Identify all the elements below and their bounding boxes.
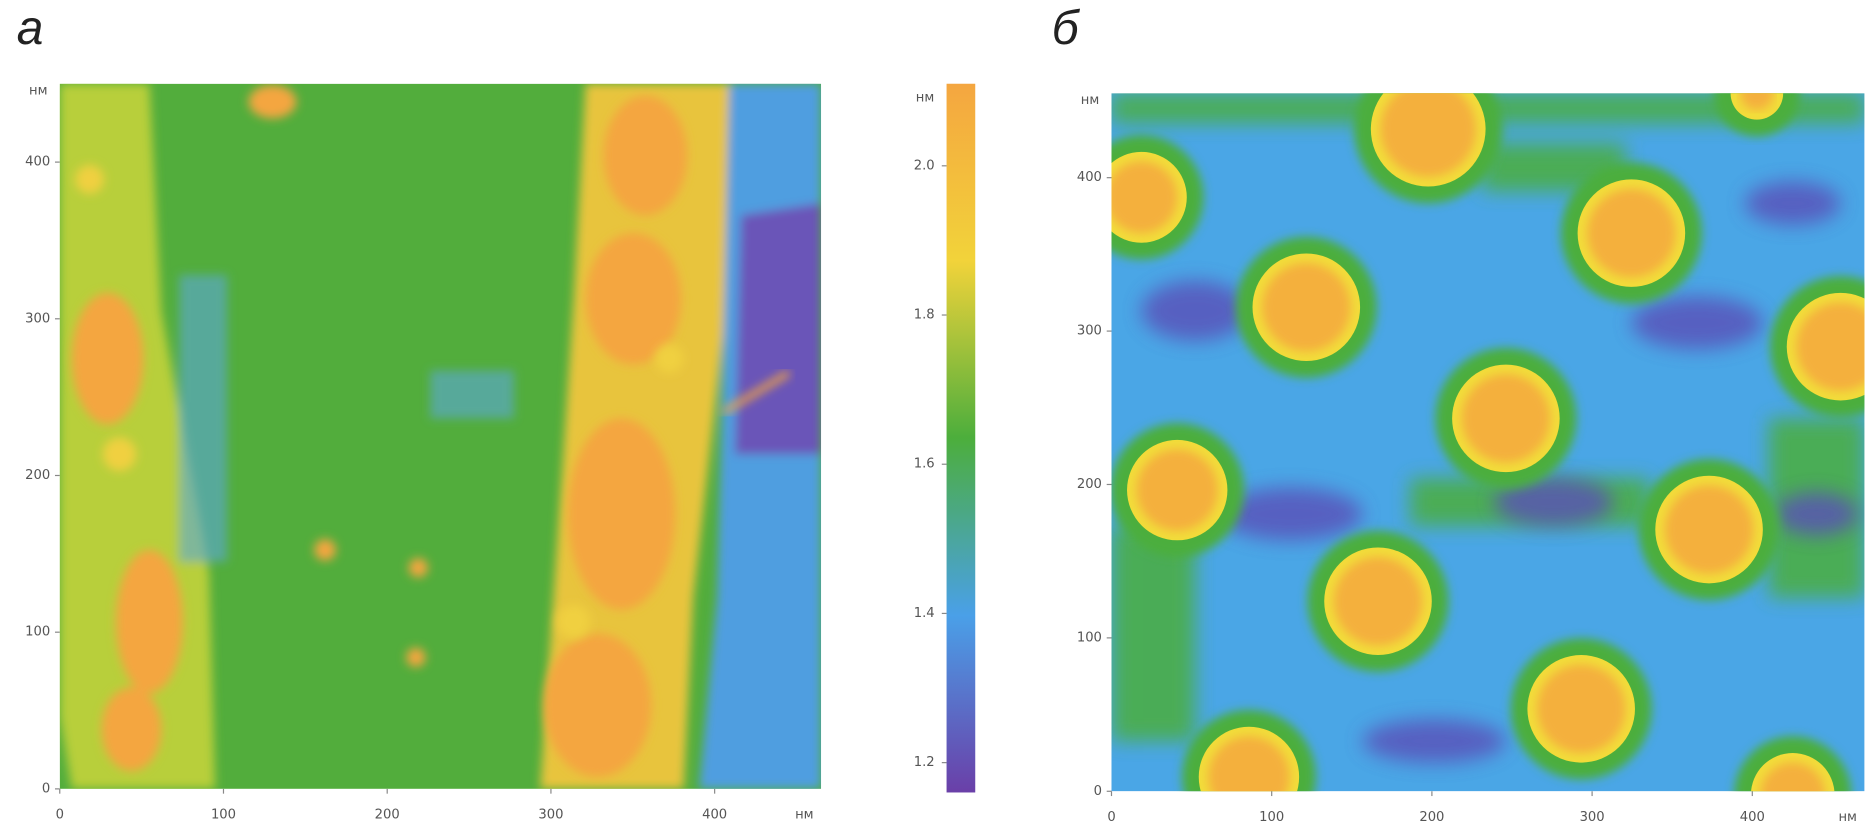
x-tick-label: 0 bbox=[1107, 810, 1115, 825]
colorbar-tick-label: 2.0 bbox=[914, 158, 935, 173]
y-unit: нм bbox=[29, 83, 47, 98]
dot-core bbox=[1111, 161, 1178, 234]
dot-core bbox=[1587, 188, 1676, 278]
colorbar-tick-label: 1.8 bbox=[914, 308, 935, 323]
y-tick-label: 100 bbox=[25, 625, 50, 640]
y-tick-label: 100 bbox=[1077, 630, 1102, 645]
panel-label: а bbox=[17, 2, 44, 55]
dot-core bbox=[1136, 449, 1218, 531]
x-tick-label: 400 bbox=[702, 808, 727, 823]
x-tick-label: 300 bbox=[1580, 810, 1605, 825]
y-tick-label: 0 bbox=[42, 781, 50, 796]
colorbar-unit: нм bbox=[916, 91, 934, 106]
colorbar-tick-label: 1.6 bbox=[914, 457, 935, 472]
heatmap-image bbox=[59, 83, 822, 789]
x-unit: нм bbox=[795, 808, 813, 823]
y-tick-label: 400 bbox=[25, 155, 50, 170]
dot-core bbox=[1208, 736, 1290, 792]
y-tick-label: 300 bbox=[25, 311, 50, 326]
x-tick-label: 200 bbox=[375, 808, 400, 823]
dot-core bbox=[1760, 762, 1825, 792]
panel-label: б bbox=[1052, 2, 1081, 55]
x-unit: нм bbox=[1838, 810, 1856, 825]
dot-core bbox=[1796, 302, 1865, 391]
y-tick-label: 400 bbox=[1077, 170, 1102, 185]
colorbar bbox=[946, 83, 976, 793]
dot-core bbox=[1333, 557, 1423, 646]
dot-core bbox=[1380, 93, 1476, 177]
dot-core bbox=[1740, 93, 1774, 111]
colorbar-tick-label: 1.2 bbox=[914, 755, 935, 770]
dot-core bbox=[1664, 485, 1754, 574]
y-tick-label: 300 bbox=[1077, 324, 1102, 339]
y-unit: нм bbox=[1081, 93, 1099, 108]
y-tick-label: 200 bbox=[25, 468, 50, 483]
y-tick-label: 200 bbox=[1077, 477, 1102, 492]
x-tick-label: 200 bbox=[1419, 810, 1444, 825]
x-tick-label: 400 bbox=[1740, 810, 1765, 825]
heatmap-image bbox=[1111, 93, 1865, 792]
dot-core bbox=[1536, 664, 1626, 754]
y-tick-label: 0 bbox=[1094, 784, 1102, 799]
x-tick-label: 300 bbox=[538, 808, 563, 823]
dot-core bbox=[1262, 263, 1351, 352]
x-tick-label: 100 bbox=[1259, 810, 1284, 825]
x-tick-label: 100 bbox=[211, 808, 236, 823]
dot-core bbox=[1461, 374, 1551, 463]
x-tick-label: 0 bbox=[56, 808, 64, 823]
colorbar-tick-label: 1.4 bbox=[914, 606, 935, 621]
